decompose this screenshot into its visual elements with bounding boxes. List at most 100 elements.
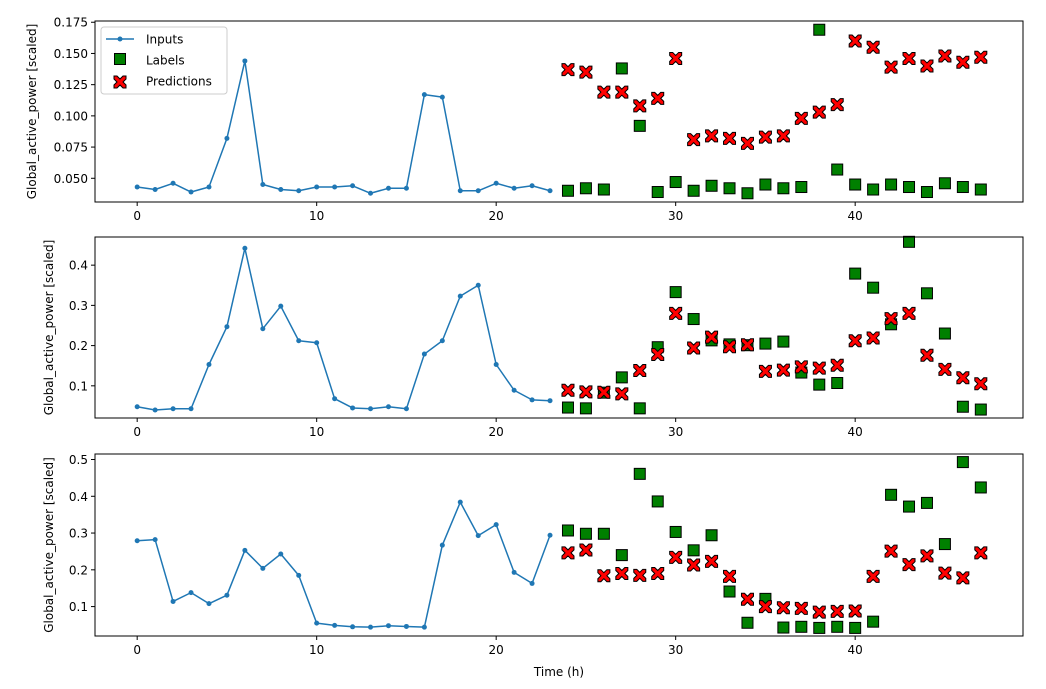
subplot-top-label-point-9	[723, 182, 736, 195]
subplot-bottom-marks	[134, 456, 988, 634]
subplot-middle-label-point-16	[849, 267, 862, 280]
subplot-middle-inputs-point-4	[206, 362, 212, 368]
subplot-middle-label-point-3	[615, 371, 628, 384]
subplot-bottom-label-point-18	[885, 488, 898, 501]
subplot-top-y-tick-label-3: 0.125	[54, 78, 88, 92]
subplot-middle-prediction-point-2	[597, 385, 611, 399]
subplot-middle-prediction-point-17	[866, 331, 880, 345]
subplot-bottom-prediction-point-3	[615, 566, 629, 580]
subplot-middle-label-point-0	[561, 401, 574, 414]
subplot-top-prediction-point-4	[633, 99, 647, 113]
subplot-middle-inputs-point-17	[439, 338, 445, 344]
subplot-top-inputs-line	[137, 60, 551, 195]
subplot-middle-inputs-line	[137, 247, 551, 411]
subplot-top-y-tick-label-5: 0.175	[54, 16, 88, 30]
legend-inputs-label: Inputs	[146, 33, 183, 47]
subplot-top-inputs-point-21	[511, 185, 517, 191]
subplot-middle-label-point-11	[759, 337, 772, 350]
subplot-middle-inputs-point-7	[260, 326, 266, 332]
subplot-middle-label-point-7	[687, 313, 700, 326]
subplot-top-label-point-15	[831, 163, 844, 176]
subplot-bottom-label-point-20	[920, 496, 933, 509]
subplot-bottom-y-axis-label: Global_active_power [scaled]	[42, 457, 56, 633]
subplot-bottom-prediction-point-19	[902, 558, 916, 572]
subplot-middle-inputs-point-0	[134, 404, 140, 410]
legend-entry-labels: Labels	[114, 53, 185, 68]
subplot-top-inputs-point-10	[314, 184, 320, 190]
subplot-bottom-inputs-point-20	[493, 522, 499, 528]
subplot-bottom-inputs-point-8	[278, 551, 284, 557]
subplot-middle-inputs-point-15	[403, 406, 409, 412]
legend-labels-marker	[114, 53, 126, 65]
subplot-bottom-inputs-point-2	[170, 598, 176, 604]
subplot-top-label-point-17	[867, 183, 880, 196]
subplot-bottom: 0 10 20 30 40 0.1 0.2 0.3 0.4 0.5 Global_active_…	[42, 453, 1024, 657]
subplot-middle-label-point-15	[831, 377, 844, 390]
subplot-bottom-prediction-point-15	[830, 604, 844, 618]
subplot-middle-marks	[134, 235, 988, 416]
subplot-bottom-label-point-9	[723, 585, 736, 598]
subplot-top-prediction-point-23	[974, 50, 988, 64]
subplot-bottom-x-tick-label-10: 10	[309, 643, 324, 657]
subplot-bottom-prediction-point-12	[776, 601, 790, 615]
subplot-middle-y-ticks: 0.1 0.2 0.3 0.4	[69, 259, 95, 393]
subplot-top-x-tick-label-10: 10	[309, 209, 324, 223]
subplot-top-inputs-point-17	[439, 94, 445, 100]
subplot-bottom-prediction-point-5	[651, 566, 665, 580]
subplot-top-inputs-point-14	[385, 185, 391, 191]
subplot-middle-x-ticks: 0 10 20 30 40	[133, 418, 863, 439]
legend-entry-inputs: Inputs	[106, 33, 183, 47]
subplot-top-label-point-4	[633, 119, 646, 132]
subplot-bottom-y-tick-label-0: 0.1	[69, 600, 88, 614]
subplot-bottom-prediction-point-7	[687, 558, 701, 572]
subplot-top-inputs-point-0	[134, 184, 140, 190]
subplot-top-prediction-point-6	[669, 51, 683, 65]
subplot-bottom-label-point-22	[956, 456, 969, 469]
subplot-top-label-point-23	[974, 183, 987, 196]
subplot-bottom-y-tick-label-4: 0.5	[69, 453, 88, 467]
subplot-bottom-prediction-point-23	[974, 546, 988, 560]
subplot-bottom-inputs-point-5	[224, 592, 230, 598]
subplot-top-label-point-20	[920, 186, 933, 199]
subplot-top-inputs-point-11	[332, 184, 338, 190]
subplot-middle-inputs-point-5	[224, 324, 230, 330]
subplot-bottom-prediction-point-1	[579, 543, 593, 557]
subplot-bottom-label-point-12	[777, 621, 790, 634]
subplot-middle-label-point-19	[903, 235, 916, 248]
subplot-middle-prediction-point-16	[848, 334, 862, 348]
subplot-middle-prediction-point-19	[902, 306, 916, 320]
subplot-bottom-prediction-point-4	[633, 568, 647, 582]
subplot-middle-label-point-21	[938, 327, 951, 340]
subplot-bottom-label-point-17	[867, 615, 880, 628]
subplot-bottom-inputs-point-0	[134, 538, 140, 544]
subplot-middle-inputs-point-22	[529, 397, 535, 403]
subplot-bottom-inputs-point-11	[332, 622, 338, 628]
subplot-bottom-inputs-point-18	[457, 499, 463, 505]
subplot-middle-x-tick-label-40: 40	[848, 425, 863, 439]
subplot-middle-x-tick-label-10: 10	[309, 425, 324, 439]
subplot-middle-prediction-point-20	[920, 348, 934, 362]
subplot-middle-x-tick-label-20: 20	[489, 425, 504, 439]
subplot-bottom-x-tick-label-40: 40	[848, 643, 863, 657]
subplot-bottom-prediction-point-0	[561, 546, 575, 560]
subplot-bottom-inputs-point-16	[421, 624, 427, 630]
subplot-middle-y-axis-label: Global_active_power [scaled]	[42, 240, 56, 416]
subplot-middle-inputs-point-21	[511, 387, 517, 393]
subplot-middle-prediction-point-21	[938, 362, 952, 376]
subplot-middle-inputs-point-20	[493, 362, 499, 368]
subplot-middle-prediction-point-14	[812, 361, 826, 375]
subplot-top-inputs-point-23	[547, 188, 553, 194]
subplot-bottom-prediction-point-21	[938, 566, 952, 580]
subplot-bottom-y-tick-label-3: 0.4	[69, 490, 88, 504]
subplot-bottom-prediction-point-20	[920, 549, 934, 563]
subplot-bottom-prediction-point-13	[794, 601, 808, 615]
subplot-bottom-inputs-point-13	[368, 624, 374, 630]
subplot-middle-inputs-point-19	[475, 282, 481, 288]
subplot-top-frame	[94, 20, 1024, 203]
subplot-bottom-x-tick-label-30: 30	[668, 643, 683, 657]
subplot-bottom-label-point-15	[831, 620, 844, 633]
subplot-middle-y-tick-label-2: 0.3	[69, 299, 88, 313]
subplot-top-inputs-point-4	[206, 184, 212, 190]
subplot-top-y-tick-label-1: 0.075	[54, 141, 88, 155]
subplot-middle-prediction-point-18	[884, 312, 898, 326]
